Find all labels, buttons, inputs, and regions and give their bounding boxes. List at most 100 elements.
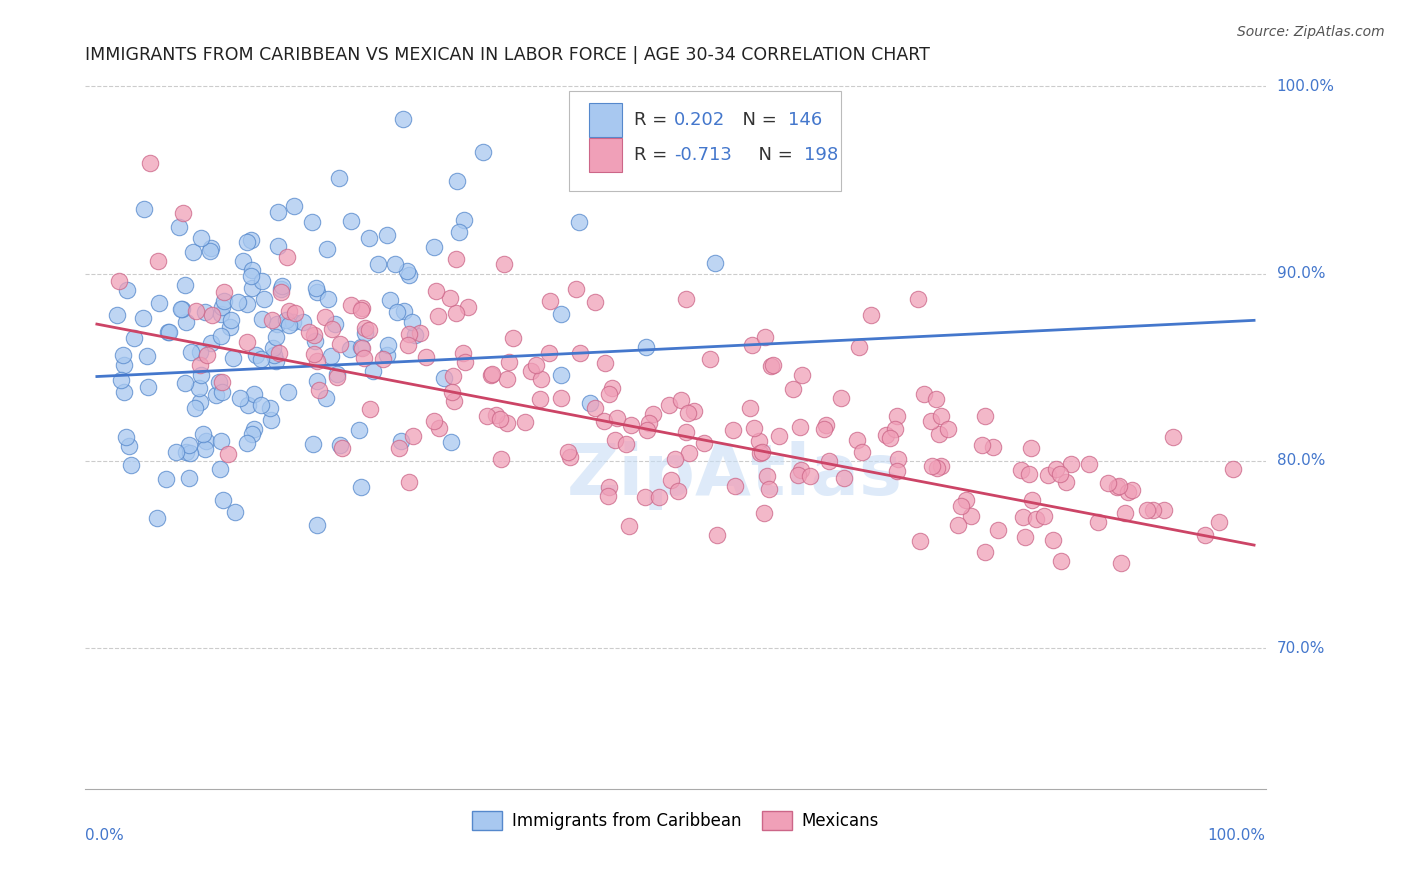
Point xyxy=(409,326,432,340)
FancyBboxPatch shape xyxy=(589,103,623,136)
Point xyxy=(759,359,782,373)
Text: 100.0%: 100.0% xyxy=(1277,78,1334,94)
Point xyxy=(236,296,259,310)
Point xyxy=(675,293,697,307)
Point xyxy=(174,376,197,390)
Point xyxy=(249,398,271,412)
Point xyxy=(614,437,637,451)
Point xyxy=(240,280,263,294)
Point xyxy=(925,461,948,475)
Point xyxy=(157,326,180,340)
Point xyxy=(813,422,835,436)
Point xyxy=(1194,528,1216,542)
Point xyxy=(485,408,508,422)
Text: 70.0%: 70.0% xyxy=(1277,640,1324,656)
Point xyxy=(262,313,284,327)
Point xyxy=(350,341,373,355)
Point xyxy=(907,292,929,306)
Point xyxy=(134,202,156,216)
Point xyxy=(242,422,264,436)
Point xyxy=(380,293,402,307)
Point xyxy=(314,310,336,325)
Point xyxy=(472,145,495,159)
Point xyxy=(259,401,281,416)
Point xyxy=(704,256,727,270)
Point xyxy=(636,423,658,437)
Point xyxy=(217,446,239,460)
Point xyxy=(752,506,775,520)
Point xyxy=(401,316,423,330)
Point xyxy=(914,386,936,401)
Point xyxy=(165,444,187,458)
Point xyxy=(659,473,682,487)
Point xyxy=(211,493,233,508)
Point xyxy=(676,406,699,420)
Point xyxy=(212,294,235,309)
Point xyxy=(550,391,572,405)
Point xyxy=(675,425,697,440)
Point xyxy=(115,430,138,444)
Point xyxy=(190,368,212,383)
Point xyxy=(600,381,623,395)
Text: 100.0%: 100.0% xyxy=(1208,828,1265,843)
Point xyxy=(1021,492,1043,507)
Point xyxy=(198,244,221,258)
Point xyxy=(298,326,321,340)
Point xyxy=(122,331,145,345)
Point xyxy=(112,348,135,362)
Point xyxy=(340,298,363,312)
Point xyxy=(444,306,467,320)
Point xyxy=(108,274,131,288)
Point xyxy=(136,379,159,393)
Point xyxy=(946,518,969,533)
Point xyxy=(620,418,643,433)
Point xyxy=(751,445,773,459)
Point xyxy=(276,312,298,326)
Point xyxy=(266,317,288,331)
Point xyxy=(307,517,329,532)
Point xyxy=(974,545,997,559)
Point xyxy=(184,304,207,318)
Point xyxy=(768,429,790,443)
Point xyxy=(741,338,763,352)
Point xyxy=(350,301,373,315)
Point xyxy=(315,242,337,256)
Point xyxy=(167,219,190,234)
Point xyxy=(332,441,354,455)
Point xyxy=(1087,515,1109,529)
Legend: Immigrants from Caribbean, Mexicans: Immigrants from Caribbean, Mexicans xyxy=(465,805,886,838)
Point xyxy=(972,438,994,452)
Point xyxy=(389,434,412,448)
Text: -0.713: -0.713 xyxy=(675,146,733,164)
Point xyxy=(550,307,572,321)
Point xyxy=(308,383,330,397)
Point xyxy=(396,263,419,277)
Point xyxy=(706,528,728,542)
Point xyxy=(155,472,177,486)
Point xyxy=(886,464,908,478)
Text: IMMIGRANTS FROM CARIBBEAN VS MEXICAN IN LABOR FORCE | AGE 30-34 CORRELATION CHAR: IMMIGRANTS FROM CARIBBEAN VS MEXICAN IN … xyxy=(86,46,931,64)
Point xyxy=(496,416,519,430)
Point xyxy=(921,458,943,473)
Point xyxy=(875,428,897,442)
Point xyxy=(132,311,155,326)
Point xyxy=(558,450,581,465)
Point xyxy=(135,349,157,363)
Point xyxy=(305,354,328,368)
Point xyxy=(245,347,267,361)
Point xyxy=(886,409,908,423)
Point xyxy=(758,482,780,496)
Point xyxy=(283,199,305,213)
Point xyxy=(1142,503,1164,517)
Point xyxy=(353,326,375,340)
Point xyxy=(224,505,246,519)
Point xyxy=(782,382,804,396)
Point xyxy=(693,435,716,450)
Point xyxy=(191,427,214,442)
Point xyxy=(748,434,770,448)
Point xyxy=(832,470,855,484)
Point xyxy=(565,282,588,296)
Point xyxy=(172,206,194,220)
Point xyxy=(756,469,779,483)
Point xyxy=(307,374,329,388)
